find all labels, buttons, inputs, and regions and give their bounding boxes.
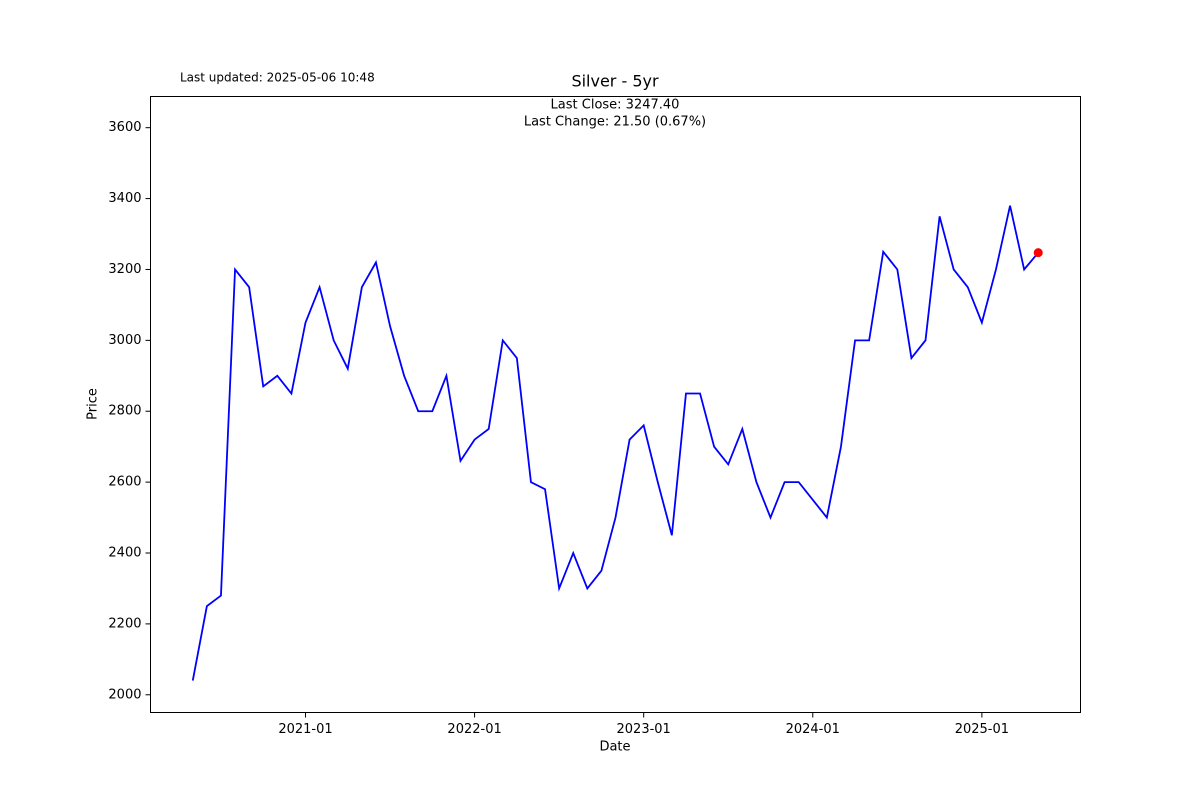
y-tick-label: 2400 [108, 546, 141, 561]
y-tick-label: 2200 [108, 616, 141, 631]
last-close-marker [1033, 248, 1043, 258]
x-tick-label: 2023-01 [617, 722, 671, 737]
y-tick-label: 3200 [108, 262, 141, 277]
chart-title: Silver - 5yr [571, 72, 659, 91]
annotation: Last Close: 3247.40 [551, 98, 680, 113]
plot-frame [150, 96, 1081, 713]
x-tick-label: 2021-01 [278, 722, 332, 737]
y-axis-label: Price [86, 388, 101, 420]
x-tick-label: 2024-01 [786, 722, 840, 737]
x-axis-label: Date [599, 740, 630, 755]
y-tick-label: 2600 [108, 475, 141, 490]
y-tick-label: 3600 [108, 120, 141, 135]
price-line [191, 205, 1039, 681]
y-tick-label: 2800 [108, 404, 141, 419]
y-tick-label: 3000 [108, 333, 141, 348]
y-tick-label: 2000 [108, 687, 141, 702]
y-tick-label: 3400 [108, 191, 141, 206]
annotation: Last Change: 21.50 (0.67%) [524, 115, 706, 130]
x-tick-label: 2025-01 [955, 722, 1009, 737]
updated-note: Last updated: 2025-05-06 10:48 [180, 71, 375, 85]
x-tick-label: 2022-01 [447, 722, 501, 737]
